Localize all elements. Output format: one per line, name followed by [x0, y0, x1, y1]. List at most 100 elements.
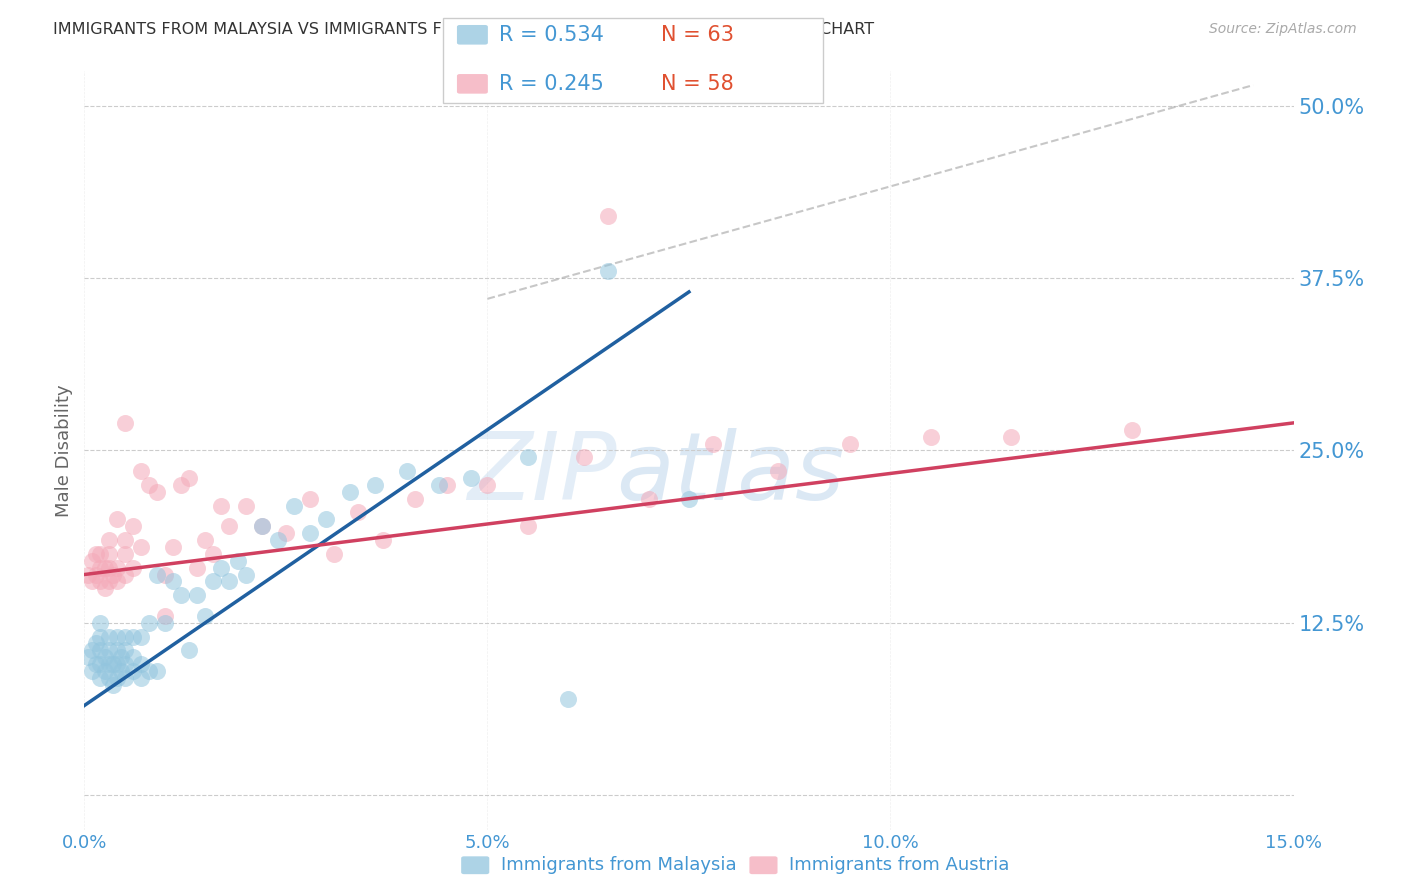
Point	[572, 450, 595, 465]
Point	[129, 540, 152, 554]
Point	[110, 664, 132, 678]
Point	[839, 436, 862, 450]
Point	[194, 608, 217, 623]
Point	[101, 657, 124, 672]
Point	[557, 691, 579, 706]
Text: atlas: atlas	[616, 427, 845, 519]
Point	[89, 630, 111, 644]
Point	[516, 519, 538, 533]
Point	[637, 491, 659, 506]
Point	[153, 615, 176, 630]
Point	[105, 512, 128, 526]
Point	[460, 471, 482, 485]
Point	[162, 574, 184, 589]
Point	[89, 547, 111, 561]
Point	[97, 547, 120, 561]
Point	[93, 650, 115, 665]
Point	[153, 567, 176, 582]
Point	[179, 471, 201, 485]
Point	[105, 630, 128, 644]
Point	[315, 512, 337, 526]
Point	[105, 671, 128, 685]
Point	[153, 608, 176, 623]
Point	[179, 643, 201, 657]
Point	[516, 450, 538, 465]
Point	[218, 574, 240, 589]
Point	[129, 671, 152, 685]
Text: N = 58: N = 58	[661, 74, 734, 94]
Text: IMMIGRANTS FROM MALAYSIA VS IMMIGRANTS FROM AUSTRIA MALE DISABILITY CORRELATION : IMMIGRANTS FROM MALAYSIA VS IMMIGRANTS F…	[53, 22, 875, 37]
Point	[114, 630, 136, 644]
Point	[267, 533, 290, 547]
Point	[93, 582, 115, 596]
Point	[97, 630, 120, 644]
Point	[121, 519, 143, 533]
Point	[89, 671, 111, 685]
Point	[427, 478, 450, 492]
Point	[97, 643, 120, 657]
Point	[89, 560, 111, 574]
Point	[89, 574, 111, 589]
Point	[82, 554, 104, 568]
Point	[920, 430, 942, 444]
Point	[121, 560, 143, 574]
Point	[97, 574, 120, 589]
Point	[114, 533, 136, 547]
Point	[395, 464, 418, 478]
Point	[299, 491, 322, 506]
Point	[110, 650, 132, 665]
Point	[202, 574, 225, 589]
Point	[146, 567, 169, 582]
Text: Source: ZipAtlas.com: Source: ZipAtlas.com	[1209, 22, 1357, 37]
Point	[77, 567, 100, 582]
Point	[82, 574, 104, 589]
Point	[209, 560, 232, 574]
Point	[146, 664, 169, 678]
Point	[121, 664, 143, 678]
Point	[101, 567, 124, 582]
Point	[93, 560, 115, 574]
Point	[250, 519, 273, 533]
Point	[121, 630, 143, 644]
Point	[170, 588, 193, 602]
Point	[235, 499, 257, 513]
Point	[86, 636, 108, 650]
Point	[77, 650, 100, 665]
Point	[138, 664, 160, 678]
Point	[86, 657, 108, 672]
Point	[114, 416, 136, 430]
Point	[86, 567, 108, 582]
Point	[97, 560, 120, 574]
Point	[162, 540, 184, 554]
Point	[371, 533, 394, 547]
Point	[274, 526, 297, 541]
Point	[436, 478, 458, 492]
Point	[105, 657, 128, 672]
Point	[93, 664, 115, 678]
Text: R = 0.534: R = 0.534	[499, 25, 605, 45]
Point	[299, 526, 322, 541]
Point	[82, 664, 104, 678]
Point	[477, 478, 499, 492]
Point	[138, 615, 160, 630]
Point	[218, 519, 240, 533]
Point	[347, 506, 370, 520]
Point	[194, 533, 217, 547]
Point	[105, 560, 128, 574]
Point	[766, 464, 789, 478]
Point	[1121, 423, 1143, 437]
Point	[146, 484, 169, 499]
Point	[170, 478, 193, 492]
Point	[121, 650, 143, 665]
Point	[250, 519, 273, 533]
Point	[114, 567, 136, 582]
Point	[114, 671, 136, 685]
Point	[97, 533, 120, 547]
Point	[209, 499, 232, 513]
Point	[97, 671, 120, 685]
Point	[363, 478, 385, 492]
Point	[82, 643, 104, 657]
Point	[129, 657, 152, 672]
Point	[114, 657, 136, 672]
Point	[105, 574, 128, 589]
